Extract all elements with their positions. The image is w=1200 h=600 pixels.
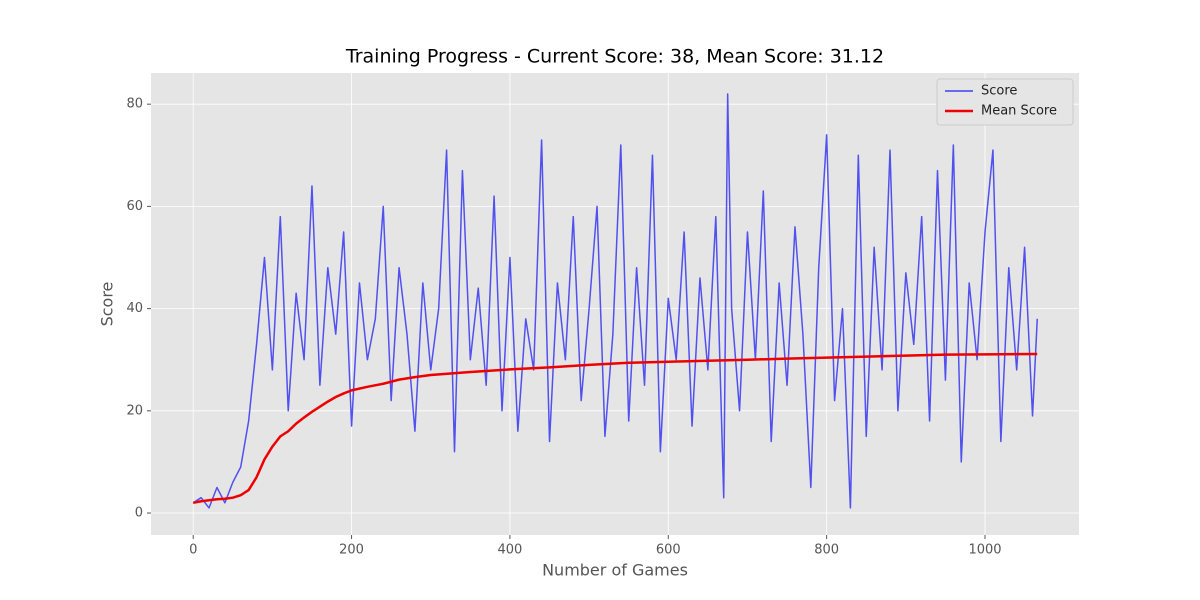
y-tick-label: 0 — [135, 506, 143, 521]
chart-title: Training Progress - Current Score: 38, M… — [345, 46, 884, 68]
x-tick-label: 0 — [189, 543, 197, 558]
legend: Score Mean Score — [936, 78, 1074, 126]
plot-background — [151, 73, 1079, 535]
y-tick-label: 20 — [126, 403, 143, 418]
x-tick-label: 400 — [498, 543, 523, 558]
y-axis-label: Score — [98, 282, 117, 327]
y-tick-label: 80 — [126, 97, 143, 112]
x-tick-label: 600 — [656, 543, 681, 558]
legend-label: Score — [981, 84, 1017, 99]
series-line — [192, 93, 1039, 509]
y-tick-label: 60 — [126, 199, 143, 214]
y-tick-label: 40 — [126, 301, 143, 316]
x-axis-label: Number of Games — [542, 561, 688, 580]
x-tick-label: 800 — [814, 543, 839, 558]
legend-label: Mean Score — [981, 104, 1057, 119]
x-tick-label: 200 — [339, 543, 364, 558]
x-tick-label: 1000 — [968, 543, 1001, 558]
series-line — [192, 352, 1038, 505]
